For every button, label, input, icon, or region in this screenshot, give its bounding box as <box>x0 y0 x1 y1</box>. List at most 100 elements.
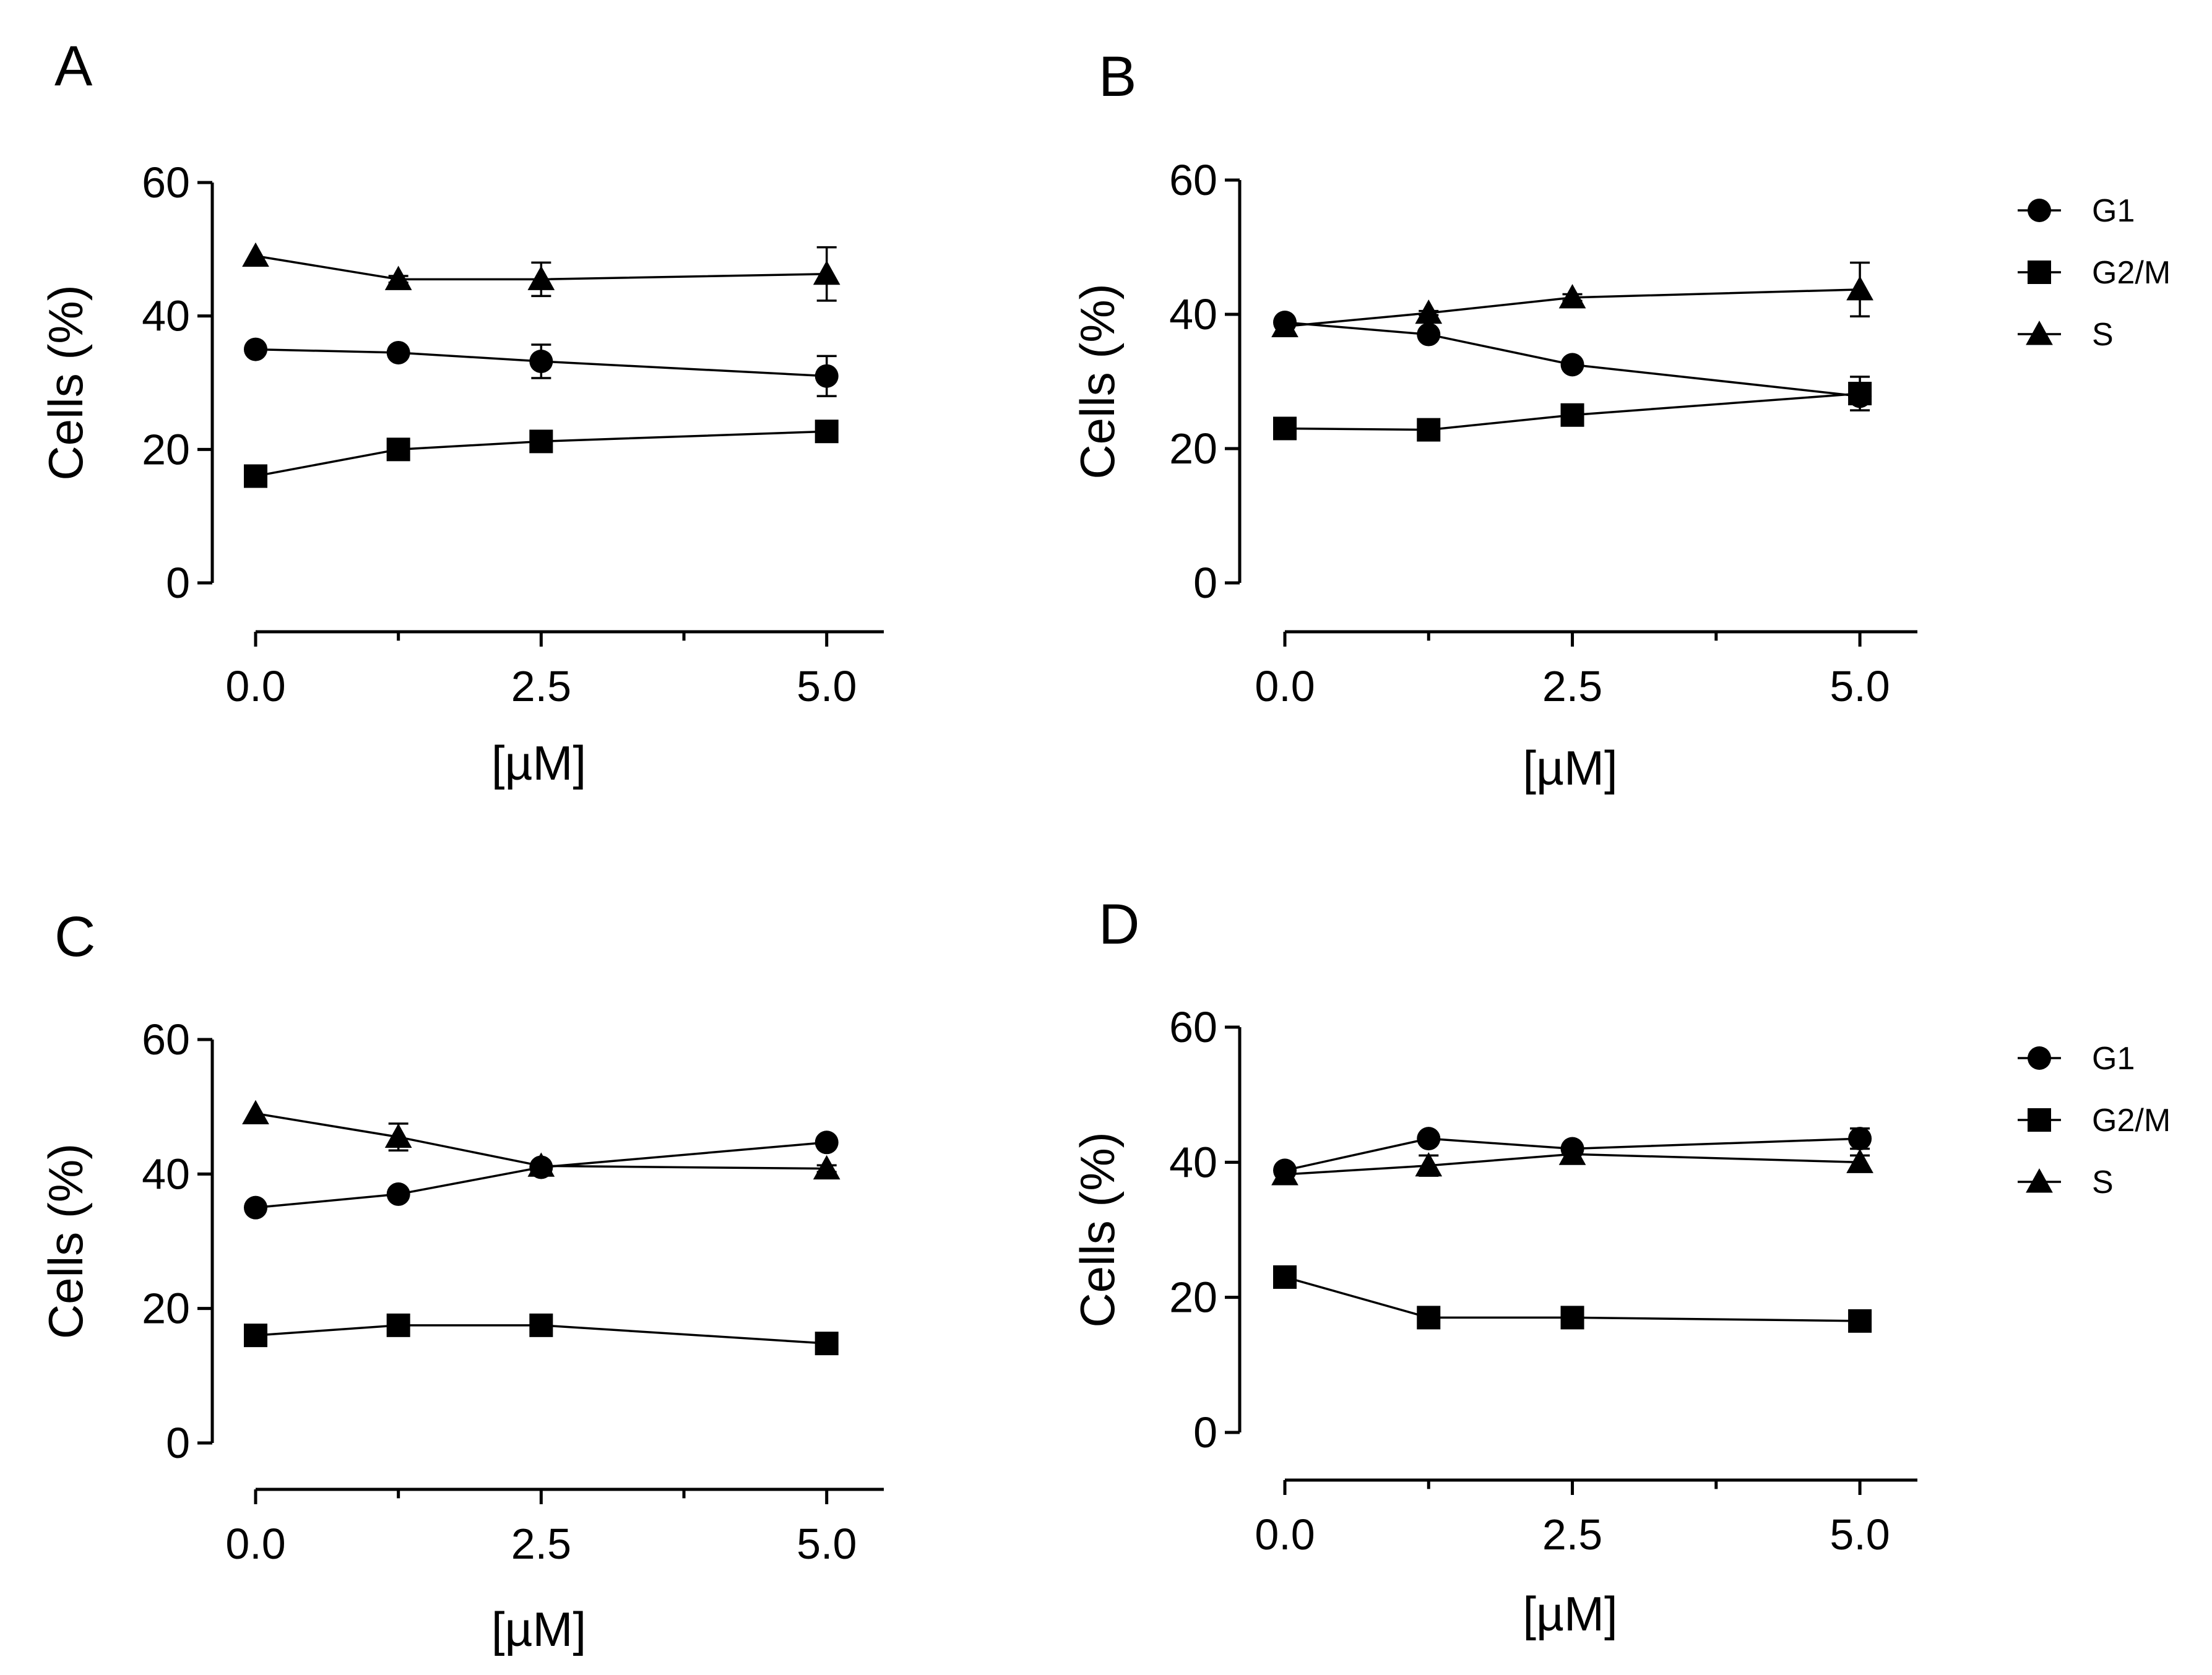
legend-label: G1 <box>2092 193 2135 229</box>
legend-label: G2/M <box>2092 1103 2171 1139</box>
data-point-square <box>1560 1306 1584 1330</box>
x-tick-label: 0.0 <box>225 662 285 710</box>
y-tick-label: 20 <box>1169 424 1217 473</box>
data-point-square <box>1417 1306 1441 1330</box>
panel-letter: B <box>1099 45 1136 108</box>
data-point-square <box>1560 403 1584 427</box>
data-point-triangle <box>1846 276 1873 301</box>
data-point-circle <box>244 1195 267 1220</box>
panel-letter: D <box>1099 893 1139 956</box>
legend-label: G1 <box>2092 1041 2135 1077</box>
data-point-triangle <box>1558 1140 1586 1165</box>
data-point-triangle <box>242 242 269 267</box>
data-point-circle <box>386 340 410 364</box>
x-tick-label: 5.0 <box>797 1520 857 1568</box>
data-point-triangle <box>527 1152 555 1177</box>
data-point-circle <box>1848 1127 1872 1151</box>
x-axis-label: [µM] <box>1523 1587 1617 1641</box>
data-point-square <box>244 1324 267 1348</box>
data-point-square <box>244 464 267 488</box>
data-point-triangle <box>1415 299 1443 324</box>
series-line <box>1284 1153 1860 1176</box>
x-axis-label: [µM] <box>1523 741 1617 795</box>
panel-letter: C <box>54 905 95 968</box>
x-axis-label: [µM] <box>491 1602 586 1656</box>
x-tick-label: 5.0 <box>1830 662 1890 710</box>
series-line <box>255 254 827 281</box>
data-point-circle <box>244 337 267 361</box>
data-point-triangle <box>813 260 840 285</box>
data-point-triangle <box>527 265 555 290</box>
series-line <box>255 430 827 478</box>
x-tick-label: 2.5 <box>1542 662 1602 710</box>
data-point-circle <box>814 364 839 388</box>
legend-marker-triangle <box>2026 1168 2053 1193</box>
x-tick-label: 5.0 <box>797 662 857 710</box>
data-point-circle <box>386 1182 410 1206</box>
x-tick-label: 2.5 <box>511 1520 571 1568</box>
legend-marker-square <box>2028 261 2051 284</box>
data-point-triangle <box>242 1100 269 1125</box>
series-s <box>242 242 840 302</box>
data-point-triangle <box>1415 1152 1443 1177</box>
series-g2m <box>244 1313 839 1356</box>
y-tick-label: 40 <box>142 1150 190 1198</box>
legend-label: S <box>2092 317 2114 353</box>
y-tick-label: 40 <box>1169 290 1217 338</box>
x-tick-label: 0.0 <box>1255 1510 1315 1559</box>
data-point-square <box>1273 416 1297 441</box>
series-s <box>242 1100 840 1180</box>
data-point-triangle <box>384 1123 412 1148</box>
series-line <box>1284 1276 1860 1322</box>
data-point-square <box>529 1313 553 1337</box>
series-line <box>1284 321 1860 398</box>
legend-label: G2/M <box>2092 255 2171 291</box>
x-axis-label: [µM] <box>491 736 586 790</box>
data-point-triangle <box>1558 284 1586 309</box>
legend-marker-triangle <box>2026 321 2053 345</box>
legend-marker-circle <box>2028 1046 2051 1070</box>
series-line <box>255 1112 827 1170</box>
series-g2m <box>1273 376 1872 442</box>
data-point-circle <box>814 1130 839 1155</box>
x-tick-label: 2.5 <box>511 662 571 710</box>
data-point-circle <box>1417 322 1441 347</box>
data-point-square <box>814 420 839 444</box>
y-tick-label: 0 <box>1193 1408 1217 1457</box>
series-g1 <box>1273 311 1872 408</box>
data-point-square <box>1417 418 1441 442</box>
data-point-square <box>529 429 553 454</box>
y-tick-label: 0 <box>1193 559 1217 607</box>
series-s <box>1271 261 1873 338</box>
y-tick-label: 40 <box>1169 1138 1217 1186</box>
y-axis-label: Cells (%) <box>38 285 93 480</box>
series-line <box>1284 1137 1860 1172</box>
data-point-square <box>814 1332 839 1356</box>
x-tick-label: 2.5 <box>1542 1510 1602 1559</box>
legend-label: S <box>2092 1165 2114 1200</box>
y-tick-label: 0 <box>166 559 190 607</box>
data-point-square <box>386 437 410 462</box>
y-tick-label: 60 <box>142 158 190 207</box>
y-tick-label: 60 <box>1169 156 1217 204</box>
series-s <box>1271 1140 1873 1186</box>
series-g2m <box>1273 1265 1872 1333</box>
panel-a: A 0 20 40 60 0.0 2.5 5.0 Cells (%) [µM] <box>38 35 884 790</box>
panel-c: C 0 20 40 60 0.0 2.5 5.0 Cells (%) [µM] <box>38 905 884 1656</box>
x-tick-label: 0.0 <box>1255 662 1315 710</box>
data-point-triangle <box>384 265 412 290</box>
series-line <box>255 1141 827 1209</box>
y-axis-label: Cells (%) <box>1070 1132 1125 1327</box>
data-point-circle <box>529 349 553 373</box>
series-line <box>255 348 827 377</box>
series-line <box>1284 392 1860 431</box>
panel-letter: A <box>54 35 93 98</box>
panel-b: B 0 20 40 60 0.0 2.5 5.0 Cells (%) [µM] G1 G2/M S <box>1070 45 2171 795</box>
y-tick-label: 60 <box>142 1015 190 1064</box>
data-point-square <box>1848 382 1872 406</box>
data-point-square <box>1273 1265 1297 1289</box>
panel-d: D 0 20 40 60 0.0 2.5 5.0 Cells (%) [µM] G1 G2/M S <box>1070 893 2171 1641</box>
y-tick-label: 20 <box>142 1285 190 1333</box>
x-tick-label: 5.0 <box>1830 1510 1890 1559</box>
